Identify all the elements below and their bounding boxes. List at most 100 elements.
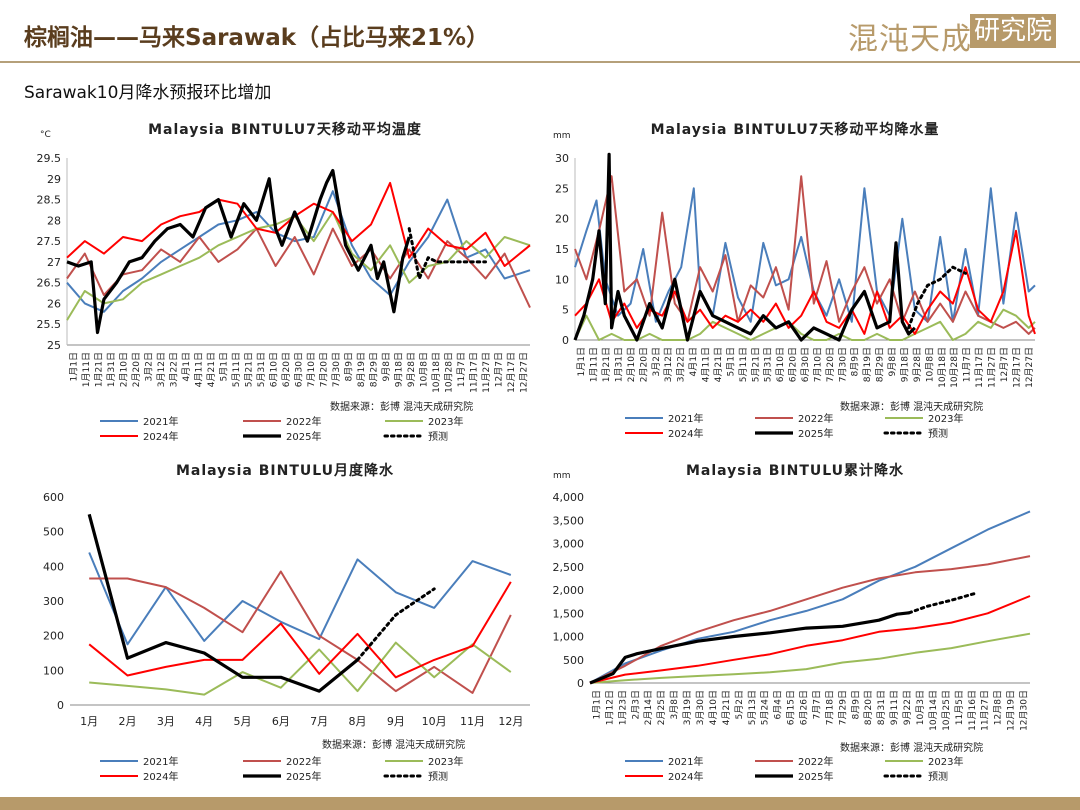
- x-tick-label: 1月31日: [614, 347, 625, 382]
- series-line-预测: [356, 587, 436, 662]
- y-tick-label: 100: [43, 664, 64, 677]
- legend-label: 预测: [928, 427, 948, 440]
- x-tick-label: 6月10日: [268, 352, 279, 387]
- rainfall-7day-chart: Malaysia BINTULU7天移动平均降水量 mm 0 5 10 15 20 25 30 1…: [553, 121, 1036, 440]
- y-tick-label: 30: [555, 152, 569, 165]
- chart-title: Malaysia BINTULU月度降水: [176, 462, 394, 479]
- x-tick-label: 4月10日: [708, 690, 719, 725]
- x-tick-label: 7月29日: [837, 690, 848, 725]
- x-tick-label: 7月20日: [825, 347, 836, 382]
- y-tick-label: 28: [47, 214, 61, 227]
- x-tick-label: 12月17日: [1011, 347, 1022, 388]
- x-tick-label: 11月7日: [962, 347, 973, 382]
- x-tick-label: 7月10日: [812, 347, 823, 382]
- y-tick-label: 5: [562, 304, 569, 317]
- x-tick-label: 4月1日: [688, 347, 699, 376]
- series-line-预测: [907, 591, 978, 615]
- y-tick-label: 29.5: [37, 152, 62, 165]
- x-tick-label: 6月10日: [775, 347, 786, 382]
- x-tick-label: 1月1日: [576, 347, 587, 376]
- source-note: 数据来源：彭博 混沌天成研究院: [330, 400, 473, 413]
- legend-label: 2022年: [798, 412, 833, 425]
- x-tick-label: 12月27日: [519, 352, 530, 393]
- footer-bar: [0, 797, 1080, 810]
- series-line-2022年: [66, 227, 531, 309]
- x-tick-label: 5月31日: [256, 352, 267, 387]
- x-tick-label: 1月21日: [601, 347, 612, 382]
- x-tick-label: 8月: [349, 715, 367, 728]
- x-tick-label: 9月8日: [381, 352, 392, 381]
- x-tick-label: 1月21日: [93, 352, 104, 387]
- x-tick-label: 3月19日: [682, 690, 693, 725]
- x-tick-label: 8月29日: [875, 347, 886, 382]
- x-tick-label: 3月2日: [651, 347, 662, 376]
- y-tick-label: 25: [555, 182, 569, 195]
- x-tick-label: 5月11日: [231, 352, 242, 387]
- y-tick-label: 200: [43, 630, 64, 643]
- x-tick-label: 12月: [498, 715, 523, 728]
- series-line-2025年: [66, 168, 411, 335]
- x-tick-label: 8月9日: [850, 690, 861, 719]
- x-tick-label: 12月17日: [506, 352, 517, 393]
- x-tick-label: 6月: [272, 715, 290, 728]
- x-tick-label: 3月12日: [663, 347, 674, 382]
- x-tick-label: 8月9日: [344, 352, 355, 381]
- x-tick-label: 10月3日: [915, 690, 926, 725]
- x-tick-label: 1月12日: [604, 690, 615, 725]
- x-tick-label: 12月27日: [1024, 347, 1035, 388]
- x-tick-label: 2月10日: [118, 352, 129, 387]
- x-tick-label: 9月28日: [912, 347, 923, 382]
- legend-label: 2022年: [286, 415, 321, 428]
- x-tick-label: 4月21日: [713, 347, 724, 382]
- page-subtitle: Sarawak10月降水预报环比增加: [24, 83, 272, 103]
- x-tick-label: 1月: [80, 715, 98, 728]
- x-tick-label: 5月31日: [763, 347, 774, 382]
- y-tick-label: 28.5: [37, 194, 62, 207]
- source-note: 数据来源：彭博 混沌天成研究院: [840, 400, 983, 413]
- x-tick-label: 6月30日: [294, 352, 305, 387]
- legend-label: 2023年: [428, 415, 463, 428]
- x-tick-label: 6月26日: [799, 690, 810, 725]
- y-tick-label: 4,000: [553, 491, 585, 504]
- x-tick-label: 2月20日: [638, 347, 649, 382]
- legend-label: 2023年: [428, 755, 463, 768]
- x-tick-label: 1月11日: [81, 352, 92, 387]
- legend-label: 2021年: [668, 755, 703, 768]
- series-line-2023年: [574, 308, 1036, 341]
- x-tick-label: 3月: [157, 715, 175, 728]
- x-tick-label: 8月20日: [863, 690, 874, 725]
- x-tick-label: 5月21日: [750, 347, 761, 382]
- y-axis-unit: mm: [553, 131, 571, 141]
- series-line-2025年: [573, 152, 917, 342]
- x-tick-label: 11月7日: [456, 352, 467, 387]
- legend-label: 2023年: [928, 755, 963, 768]
- x-tick-label: 10月25日: [941, 690, 952, 731]
- y-tick-label: 500: [43, 526, 64, 539]
- y-tick-label: 3,000: [553, 538, 585, 551]
- cumulative-rainfall-chart: Malaysia BINTULU累计降水 mm 0 500 1,000 1,500 2,00…: [553, 462, 1031, 783]
- monthly-rainfall-chart: Malaysia BINTULU月度降水 0 100 200 300 400 500 600 1…: [43, 462, 530, 783]
- series-line-预测: [907, 265, 967, 330]
- x-tick-label: 5月2日: [734, 690, 745, 719]
- x-tick-label: 10月14日: [928, 690, 939, 731]
- x-tick-label: 6月15日: [786, 690, 797, 725]
- x-tick-label: 11月27日: [481, 352, 492, 393]
- x-tick-label: 11月27日: [986, 347, 997, 388]
- series-line-2024年: [88, 581, 512, 679]
- series-line-2023年: [89, 641, 512, 696]
- x-tick-label: 5月1日: [218, 352, 229, 381]
- x-tick-label: 5月24日: [760, 690, 771, 725]
- x-tick-label: 9月18日: [394, 352, 405, 387]
- logo-stamp: 研究院: [970, 14, 1057, 48]
- x-tick-label: 6月20日: [788, 347, 799, 382]
- legend-label: 2024年: [668, 427, 703, 440]
- x-tick-label: 7月20日: [319, 352, 330, 387]
- y-tick-label: 1,000: [553, 631, 585, 644]
- y-tick-label: 300: [43, 595, 64, 608]
- legend-label: 2024年: [143, 430, 178, 443]
- x-tick-label: 4月21日: [721, 690, 732, 725]
- x-tick-label: 8月19日: [356, 352, 367, 387]
- x-tick-label: 2月25日: [656, 690, 667, 725]
- logo-text: 混沌天成: [848, 22, 972, 57]
- series-line-2021年: [574, 187, 1036, 323]
